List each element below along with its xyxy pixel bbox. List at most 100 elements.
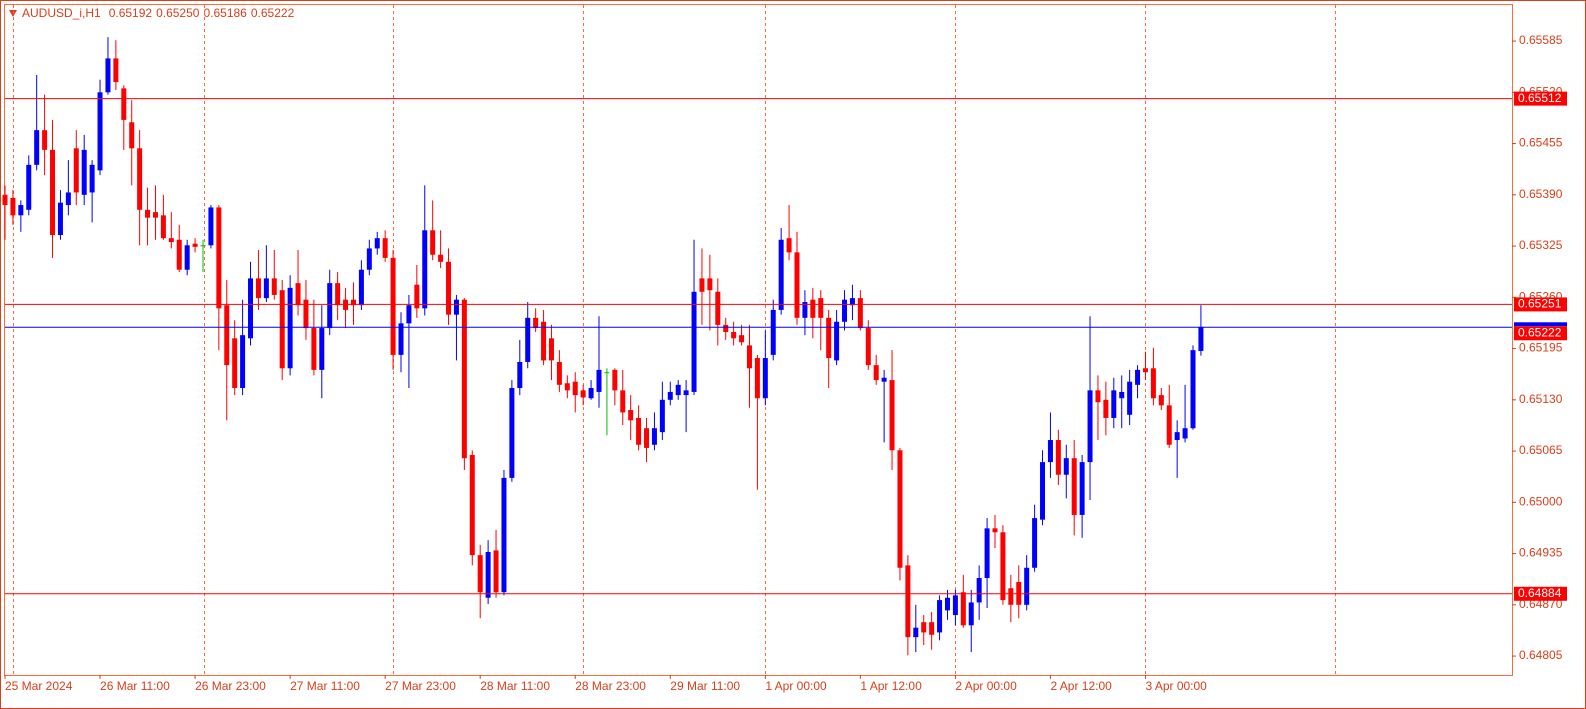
- candle-body: [1087, 390, 1093, 463]
- candle-body: [517, 361, 523, 388]
- candle-body: [1095, 390, 1101, 403]
- candle-body: [1071, 458, 1077, 515]
- candle-body: [873, 365, 879, 381]
- candle-body: [303, 299, 309, 329]
- candle-body: [319, 328, 325, 370]
- candle-body: [644, 428, 650, 448]
- candle-body: [1008, 588, 1014, 605]
- candle-body: [121, 88, 127, 120]
- candle-body: [446, 261, 452, 315]
- candle-body: [113, 58, 119, 83]
- candle-body: [493, 550, 499, 593]
- candle-body: [73, 148, 79, 193]
- candle-body: [921, 622, 927, 633]
- ohlc-value: 0.65250: [156, 6, 200, 20]
- candle-body: [105, 58, 111, 93]
- candle-body: [754, 358, 760, 399]
- candle-body: [406, 305, 412, 324]
- candle-body: [501, 477, 507, 593]
- candle-body: [168, 238, 174, 243]
- y-tick-label: 0.65585: [1519, 33, 1563, 47]
- candle-body: [588, 387, 594, 399]
- x-tick-label: 25 Mar 2024: [5, 679, 73, 693]
- candle-body: [929, 622, 935, 635]
- candle-body: [770, 309, 776, 355]
- candle-body: [18, 205, 24, 216]
- candle-body: [216, 207, 222, 309]
- x-tick-label: 1 Apr 12:00: [860, 679, 922, 693]
- y-tick-label: 0.64805: [1519, 648, 1563, 662]
- candle-body: [699, 278, 705, 292]
- candle-body: [620, 390, 626, 413]
- ohlc-value: 0.65186: [203, 6, 247, 20]
- candle-body: [89, 164, 95, 193]
- level-label-box: [1514, 586, 1567, 601]
- candle-body: [1079, 462, 1085, 515]
- candle-body: [453, 299, 459, 315]
- x-tick-label: 28 Mar 23:00: [575, 679, 646, 693]
- candle-body: [659, 399, 665, 433]
- candle-body: [865, 328, 871, 366]
- candle-body: [580, 390, 586, 398]
- candle-body: [1119, 391, 1125, 399]
- y-tick-label: 0.65195: [1519, 341, 1563, 355]
- candle-body: [200, 245, 206, 247]
- level-label-box: [1514, 91, 1567, 106]
- candle-body: [438, 254, 444, 262]
- candle-body: [842, 299, 848, 322]
- candle-body: [1142, 368, 1148, 373]
- candle-body: [913, 627, 919, 638]
- candle-body: [1040, 462, 1046, 520]
- y-tick-label: 0.65130: [1519, 392, 1563, 406]
- candle-body: [50, 149, 56, 236]
- candle-body: [279, 290, 285, 369]
- y-tick-label: 0.65455: [1519, 136, 1563, 150]
- candle-body: [208, 207, 214, 246]
- candle-body: [746, 345, 752, 369]
- candle-body: [160, 215, 166, 239]
- candle-body: [184, 245, 190, 270]
- x-tick-label: 26 Mar 23:00: [195, 679, 266, 693]
- candle-body: [366, 248, 372, 270]
- candle-body: [2, 194, 8, 206]
- candle-body: [10, 197, 16, 216]
- candle-body: [248, 278, 254, 339]
- candle-body: [1182, 428, 1188, 439]
- y-tick-label: 0.65065: [1519, 443, 1563, 457]
- candle-body: [1135, 369, 1141, 385]
- candle-body: [715, 291, 721, 325]
- candle-body: [984, 528, 990, 579]
- candle-body: [944, 597, 950, 611]
- candle-body: [992, 528, 998, 533]
- candle-body: [739, 335, 745, 343]
- candle-body: [398, 323, 404, 355]
- candle-body: [612, 369, 618, 391]
- candle-body: [897, 450, 903, 568]
- y-tick-label: 0.64935: [1519, 546, 1563, 560]
- y-tick-label: 0.65390: [1519, 187, 1563, 201]
- candle-body: [1063, 458, 1069, 475]
- candle-body: [81, 149, 87, 195]
- candle-body: [255, 278, 261, 299]
- candle-body: [129, 122, 135, 149]
- candle-body: [802, 302, 808, 318]
- candle-body: [1174, 432, 1180, 441]
- candle-body: [905, 565, 911, 638]
- bid-label-box: [1514, 326, 1567, 341]
- candle-body: [335, 283, 341, 306]
- level-label: 0.64884: [1518, 586, 1562, 600]
- candle-body: [849, 298, 855, 306]
- x-tick-label: 1 Apr 00:00: [765, 679, 827, 693]
- candle-body: [152, 212, 158, 218]
- candle-body: [651, 428, 657, 445]
- x-tick-label: 3 Apr 00:00: [1145, 679, 1207, 693]
- candle-body: [477, 555, 483, 593]
- candle-body: [952, 595, 958, 616]
- x-tick-label: 27 Mar 23:00: [385, 679, 456, 693]
- candle-body: [271, 278, 277, 295]
- candle-body: [240, 335, 246, 388]
- candle-body: [636, 417, 642, 445]
- candle-body: [469, 455, 475, 556]
- candle-body: [723, 324, 729, 333]
